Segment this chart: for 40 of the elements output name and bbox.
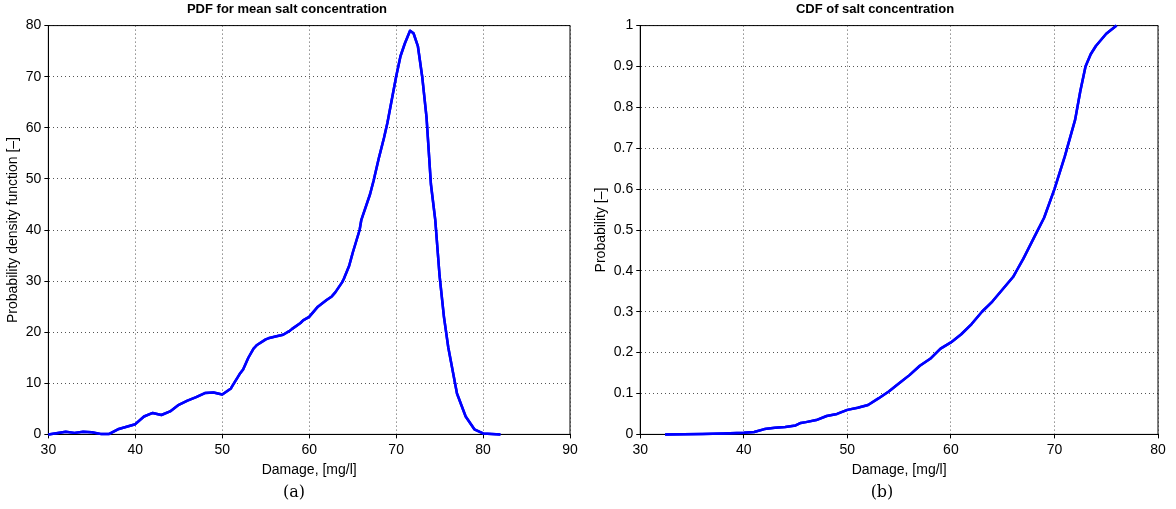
chart-title: CDF of salt concentration [795, 1, 955, 17]
y-tick-label: 0.2 [613, 343, 634, 360]
y-tick-label: 0.7 [613, 139, 634, 156]
text: (b) [870, 482, 894, 501]
y-tick-label: 20 [25, 323, 42, 340]
x-axis-title: Damage, [mg/l] [851, 461, 947, 478]
y-tick-label: 0.8 [613, 98, 634, 115]
y-tick-label: 10 [25, 374, 42, 391]
y-tick-label: 0.1 [613, 384, 634, 401]
y-tick-label: 0.6 [613, 179, 634, 196]
x-tick-label: 60 [943, 440, 959, 457]
x-tick-label: 90 [562, 440, 578, 457]
y-tick-label: 0.9 [613, 57, 634, 74]
y-tick-label: 60 [25, 118, 42, 135]
y-axis-title: Probability [–] [592, 187, 609, 273]
chart-title: PDF for mean salt concentration [186, 1, 388, 17]
x-axis-title: Damage, [mg/l] [261, 461, 357, 478]
y-tick-label: 0.5 [613, 220, 634, 237]
y-tick-label: 70 [25, 67, 42, 84]
x-tick-label: 30 [40, 440, 57, 457]
x-tick-label: 60 [301, 440, 318, 457]
y-tick-label: 40 [25, 220, 42, 237]
x-tick-label: 80 [475, 440, 492, 457]
x-tick-label: 50 [839, 440, 856, 457]
x-tick-label: 70 [1046, 440, 1063, 457]
y-tick-label: 0.3 [613, 302, 634, 319]
text: (a) [282, 482, 306, 501]
x-tick-label: 40 [736, 440, 752, 457]
y-tick-label: 80 [25, 16, 42, 33]
y-tick-label: 0 [33, 425, 42, 442]
y-tick-label: 30 [25, 271, 42, 288]
y-tick-label: 1 [625, 16, 634, 33]
y-axis-title: Probability density function [–] [4, 137, 21, 323]
x-tick-label: 70 [388, 440, 405, 457]
x-tick-label: 40 [127, 440, 144, 457]
x-tick-label: 50 [214, 440, 231, 457]
y-tick-label: 50 [25, 169, 42, 186]
x-tick-label: 80 [1150, 440, 1166, 457]
y-tick-label: 0.4 [613, 261, 634, 278]
y-tick-label: 0 [625, 425, 634, 442]
